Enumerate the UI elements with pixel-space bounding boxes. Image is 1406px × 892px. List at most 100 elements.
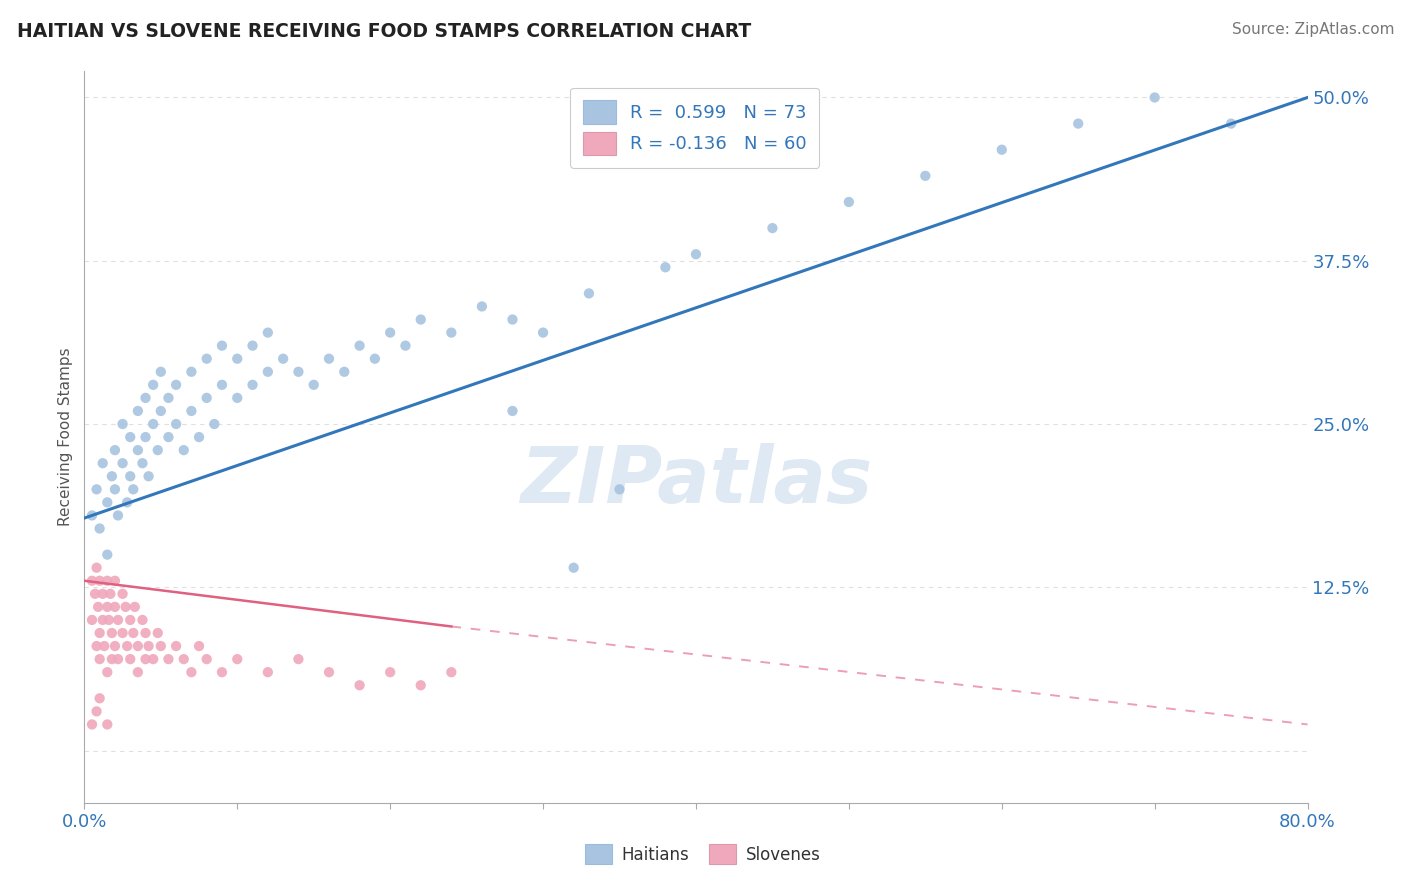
- Point: [440, 665, 463, 680]
- Point: [318, 665, 340, 680]
- Point: [111, 587, 134, 601]
- Point: [98, 587, 121, 601]
- Point: [226, 351, 249, 366]
- Point: [122, 626, 145, 640]
- Point: [101, 652, 124, 666]
- Point: [654, 260, 676, 275]
- Point: [364, 351, 387, 366]
- Point: [302, 377, 325, 392]
- Point: [202, 417, 225, 431]
- Point: [914, 169, 936, 183]
- Point: [195, 652, 218, 666]
- Point: [195, 351, 218, 366]
- Point: [271, 351, 294, 366]
- Point: [685, 247, 707, 261]
- Point: [93, 639, 115, 653]
- Point: [115, 639, 138, 653]
- Point: [127, 404, 149, 418]
- Point: [96, 717, 118, 731]
- Point: [149, 404, 172, 418]
- Point: [173, 443, 195, 458]
- Point: [287, 365, 309, 379]
- Point: [89, 691, 111, 706]
- Point: [242, 377, 264, 392]
- Point: [135, 430, 157, 444]
- Point: [104, 639, 127, 653]
- Point: [1220, 117, 1243, 131]
- Point: [146, 443, 169, 458]
- Point: [531, 326, 554, 340]
- Point: [111, 417, 134, 431]
- Point: [80, 508, 103, 523]
- Point: [89, 521, 111, 535]
- Point: [80, 574, 103, 588]
- Point: [97, 613, 120, 627]
- Point: [142, 652, 165, 666]
- Point: [89, 652, 111, 666]
- Point: [333, 365, 356, 379]
- Legend: Haitians, Slovenes: Haitians, Slovenes: [578, 838, 828, 871]
- Point: [502, 404, 524, 418]
- Point: [104, 483, 127, 497]
- Point: [394, 339, 416, 353]
- Point: [104, 443, 127, 458]
- Point: [761, 221, 783, 235]
- Point: [107, 613, 129, 627]
- Point: [287, 652, 309, 666]
- Point: [101, 469, 124, 483]
- Point: [80, 613, 103, 627]
- Point: [578, 286, 600, 301]
- Point: [157, 430, 180, 444]
- Point: [120, 652, 142, 666]
- Point: [142, 417, 165, 431]
- Point: [409, 678, 432, 692]
- Point: [127, 665, 149, 680]
- Point: [165, 417, 187, 431]
- Point: [87, 599, 110, 614]
- Point: [380, 326, 402, 340]
- Point: [96, 548, 118, 562]
- Legend: R =  0.599   N = 73, R = -0.136   N = 60: R = 0.599 N = 73, R = -0.136 N = 60: [571, 87, 820, 168]
- Point: [440, 326, 463, 340]
- Point: [195, 391, 218, 405]
- Point: [211, 339, 233, 353]
- Point: [211, 377, 233, 392]
- Point: [96, 574, 118, 588]
- Point: [349, 678, 371, 692]
- Point: [89, 574, 111, 588]
- Point: [349, 339, 371, 353]
- Point: [80, 717, 103, 731]
- Point: [838, 194, 860, 209]
- Point: [180, 665, 202, 680]
- Point: [91, 456, 114, 470]
- Text: HAITIAN VS SLOVENE RECEIVING FOOD STAMPS CORRELATION CHART: HAITIAN VS SLOVENE RECEIVING FOOD STAMPS…: [17, 22, 751, 41]
- Text: Source: ZipAtlas.com: Source: ZipAtlas.com: [1232, 22, 1395, 37]
- Point: [120, 469, 142, 483]
- Point: [96, 665, 118, 680]
- Point: [124, 599, 146, 614]
- Point: [135, 391, 157, 405]
- Point: [86, 483, 108, 497]
- Point: [111, 626, 134, 640]
- Point: [96, 599, 118, 614]
- Point: [188, 639, 211, 653]
- Point: [173, 652, 195, 666]
- Point: [135, 626, 157, 640]
- Point: [180, 404, 202, 418]
- Point: [562, 560, 585, 574]
- Point: [380, 665, 402, 680]
- Point: [1143, 90, 1166, 104]
- Point: [149, 365, 172, 379]
- Point: [127, 639, 149, 653]
- Point: [502, 312, 524, 326]
- Point: [165, 639, 187, 653]
- Point: [131, 456, 153, 470]
- Point: [211, 665, 233, 680]
- Point: [138, 469, 160, 483]
- Point: [242, 339, 264, 353]
- Point: [101, 626, 124, 640]
- Point: [226, 391, 249, 405]
- Point: [991, 143, 1014, 157]
- Point: [188, 430, 211, 444]
- Point: [96, 495, 118, 509]
